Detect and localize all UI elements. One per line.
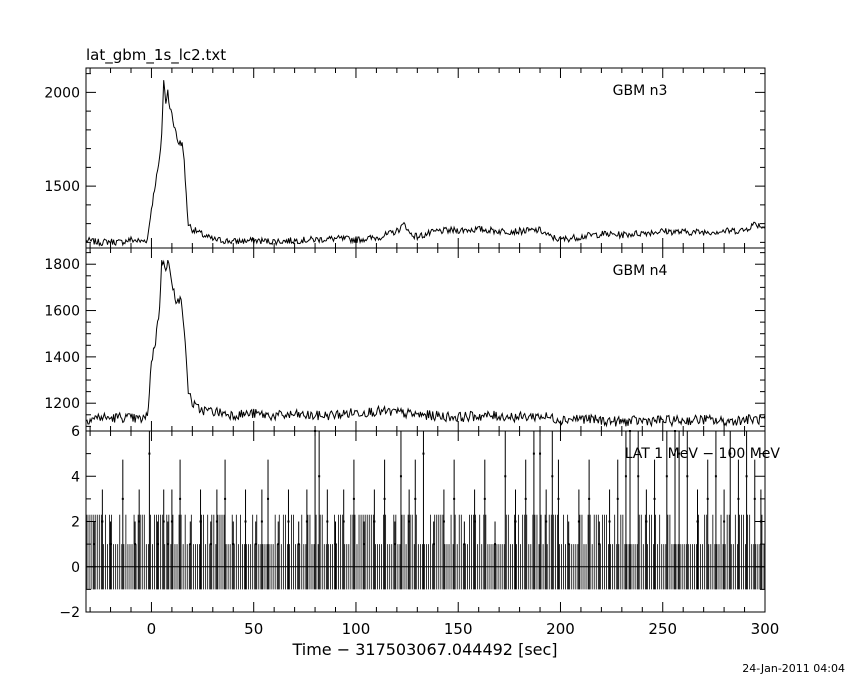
stem-background	[86, 514, 765, 590]
x-tick-label: 0	[147, 620, 157, 638]
panel-label: GBM n3	[613, 83, 668, 99]
panel-3: −2 0 2 4 6 LAT 1 MeV − 100 MeV	[59, 424, 780, 621]
y-tick-label: 6	[71, 424, 80, 440]
file-title: lat_gbm_1s_lc2.txt	[86, 46, 226, 65]
x-tick-label: 50	[244, 620, 263, 638]
y-tick-label: 1500	[44, 179, 80, 195]
panel-label: LAT 1 MeV − 100 MeV	[625, 446, 781, 462]
y-tick-label: 2000	[44, 85, 80, 101]
x-axis-label: Time − 317503067.044492 [sec]	[291, 640, 557, 659]
x-tick-label: 150	[444, 620, 473, 638]
x-tick-label: 300	[751, 620, 780, 638]
x-axis: 0 50 100 150 200 250 300	[147, 620, 780, 638]
panel-1: 1500 2000 GBM n3	[44, 67, 766, 249]
panel-2: 1200 1400 1600 1800 GBM n4	[44, 247, 766, 432]
y-tick-label: 1600	[44, 304, 80, 320]
y-tick-label: 1400	[44, 350, 80, 366]
x-tick-label: 250	[648, 620, 677, 638]
footer-date: 24-Jan-2011 04:04	[742, 662, 845, 675]
x-tick-label: 200	[546, 620, 575, 638]
x-tick-label: 100	[342, 620, 371, 638]
y-tick-label: 4	[71, 469, 80, 485]
y-tick-label: 2	[71, 515, 80, 531]
series-line-1	[85, 259, 766, 428]
series-line-1	[85, 80, 766, 247]
y-tick-label: 0	[71, 560, 80, 576]
y-tick-label: −2	[59, 605, 80, 621]
panels-group: 1500 2000 GBM n3 1200 1400 1600 1800 GBM n4 −2 0 2…	[44, 67, 780, 621]
panel-label: GBM n4	[613, 263, 668, 279]
y-tick-label: 1200	[44, 396, 80, 412]
y-tick-label: 1800	[44, 257, 80, 273]
